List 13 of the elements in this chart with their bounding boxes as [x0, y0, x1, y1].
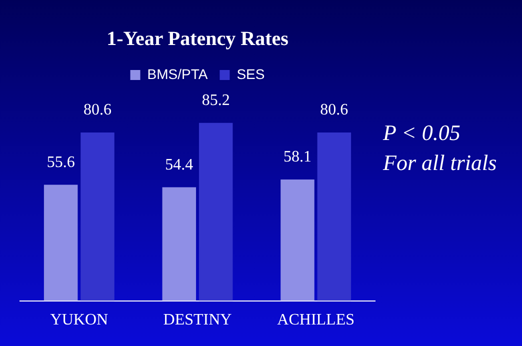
- legend-label: SES: [236, 66, 265, 82]
- data-label: 55.6: [46, 154, 75, 171]
- data-label: 54.4: [165, 156, 194, 174]
- data-label: 58.1: [283, 148, 312, 166]
- data-label: 80.6: [320, 102, 348, 119]
- legend-label: BMS/PTA: [147, 66, 208, 82]
- x-tick-label: YUKON: [50, 312, 108, 329]
- x-tick-label: ACHILLES: [277, 312, 354, 329]
- data-label: 80.6: [84, 102, 112, 119]
- text: P < 0.05 For all trials: [383, 119, 497, 177]
- chart-title: 1-Year Patency Rates: [106, 28, 289, 50]
- data-label: 85.2: [202, 92, 230, 110]
- x-tick-label: DESTINY: [163, 312, 232, 329]
